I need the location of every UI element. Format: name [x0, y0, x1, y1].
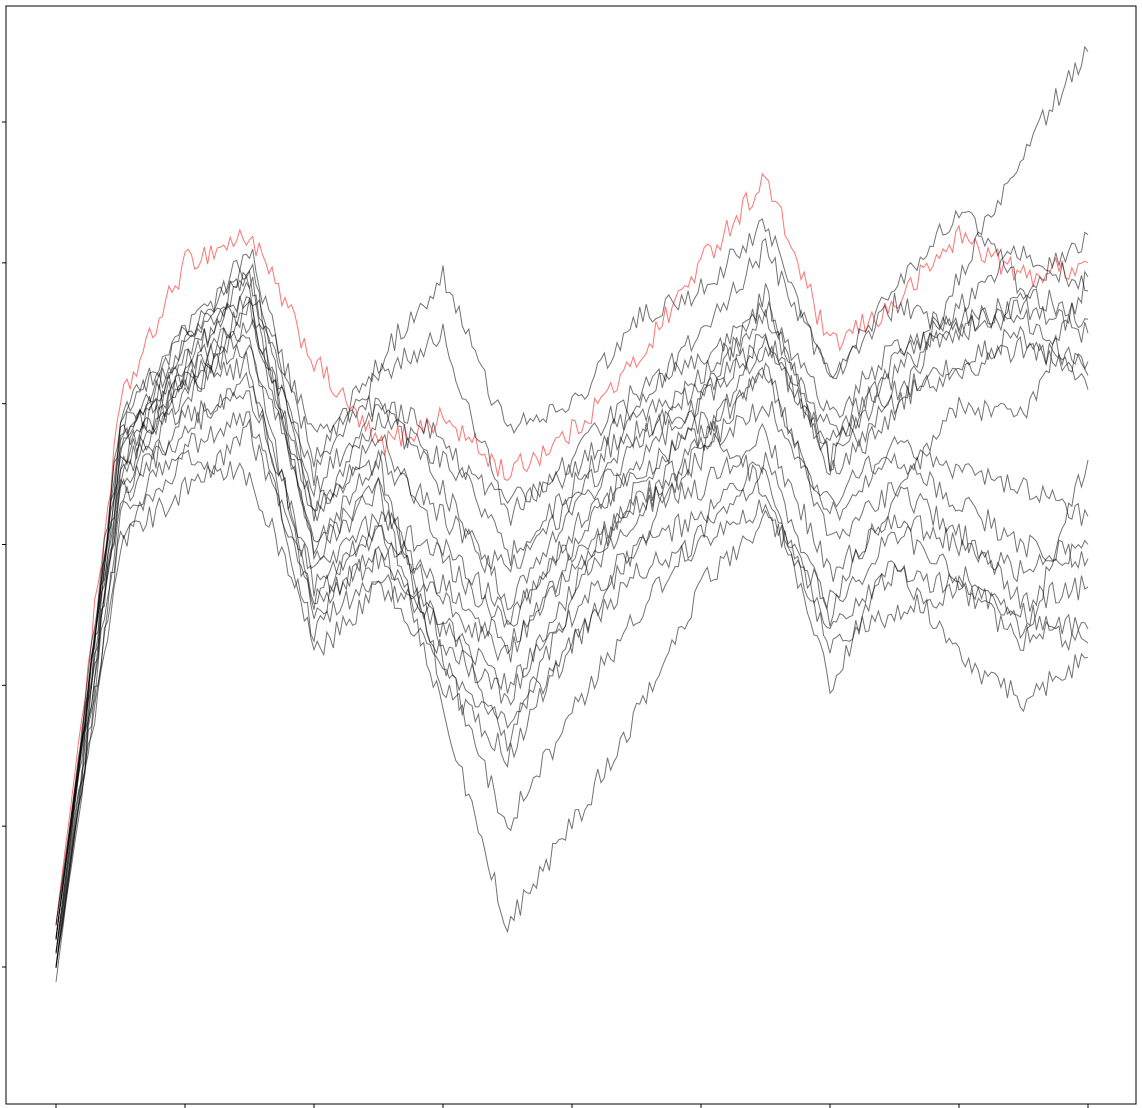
series-line-11 [55, 209, 1089, 953]
series-line-12 [55, 371, 1089, 925]
series-line-15 [55, 449, 1089, 954]
series-line-9 [55, 366, 1089, 969]
y-axis-ticks [2, 121, 6, 968]
series-line-7 [55, 295, 1089, 941]
series-line-2 [55, 244, 1089, 954]
series-line-17 [55, 298, 1089, 940]
series-line-10 [55, 296, 1089, 940]
series-line-6 [55, 297, 1089, 968]
series-line-14 [55, 271, 1089, 939]
series-line-16 [55, 400, 1089, 967]
series-line-0 [55, 172, 1089, 927]
series-line-13 [55, 411, 1089, 969]
series-line-8 [55, 45, 1089, 983]
plot-frame [5, 5, 1137, 1105]
series-lines [55, 45, 1089, 983]
series-line-1 [55, 237, 1089, 966]
x-axis-ticks [55, 1104, 1089, 1108]
